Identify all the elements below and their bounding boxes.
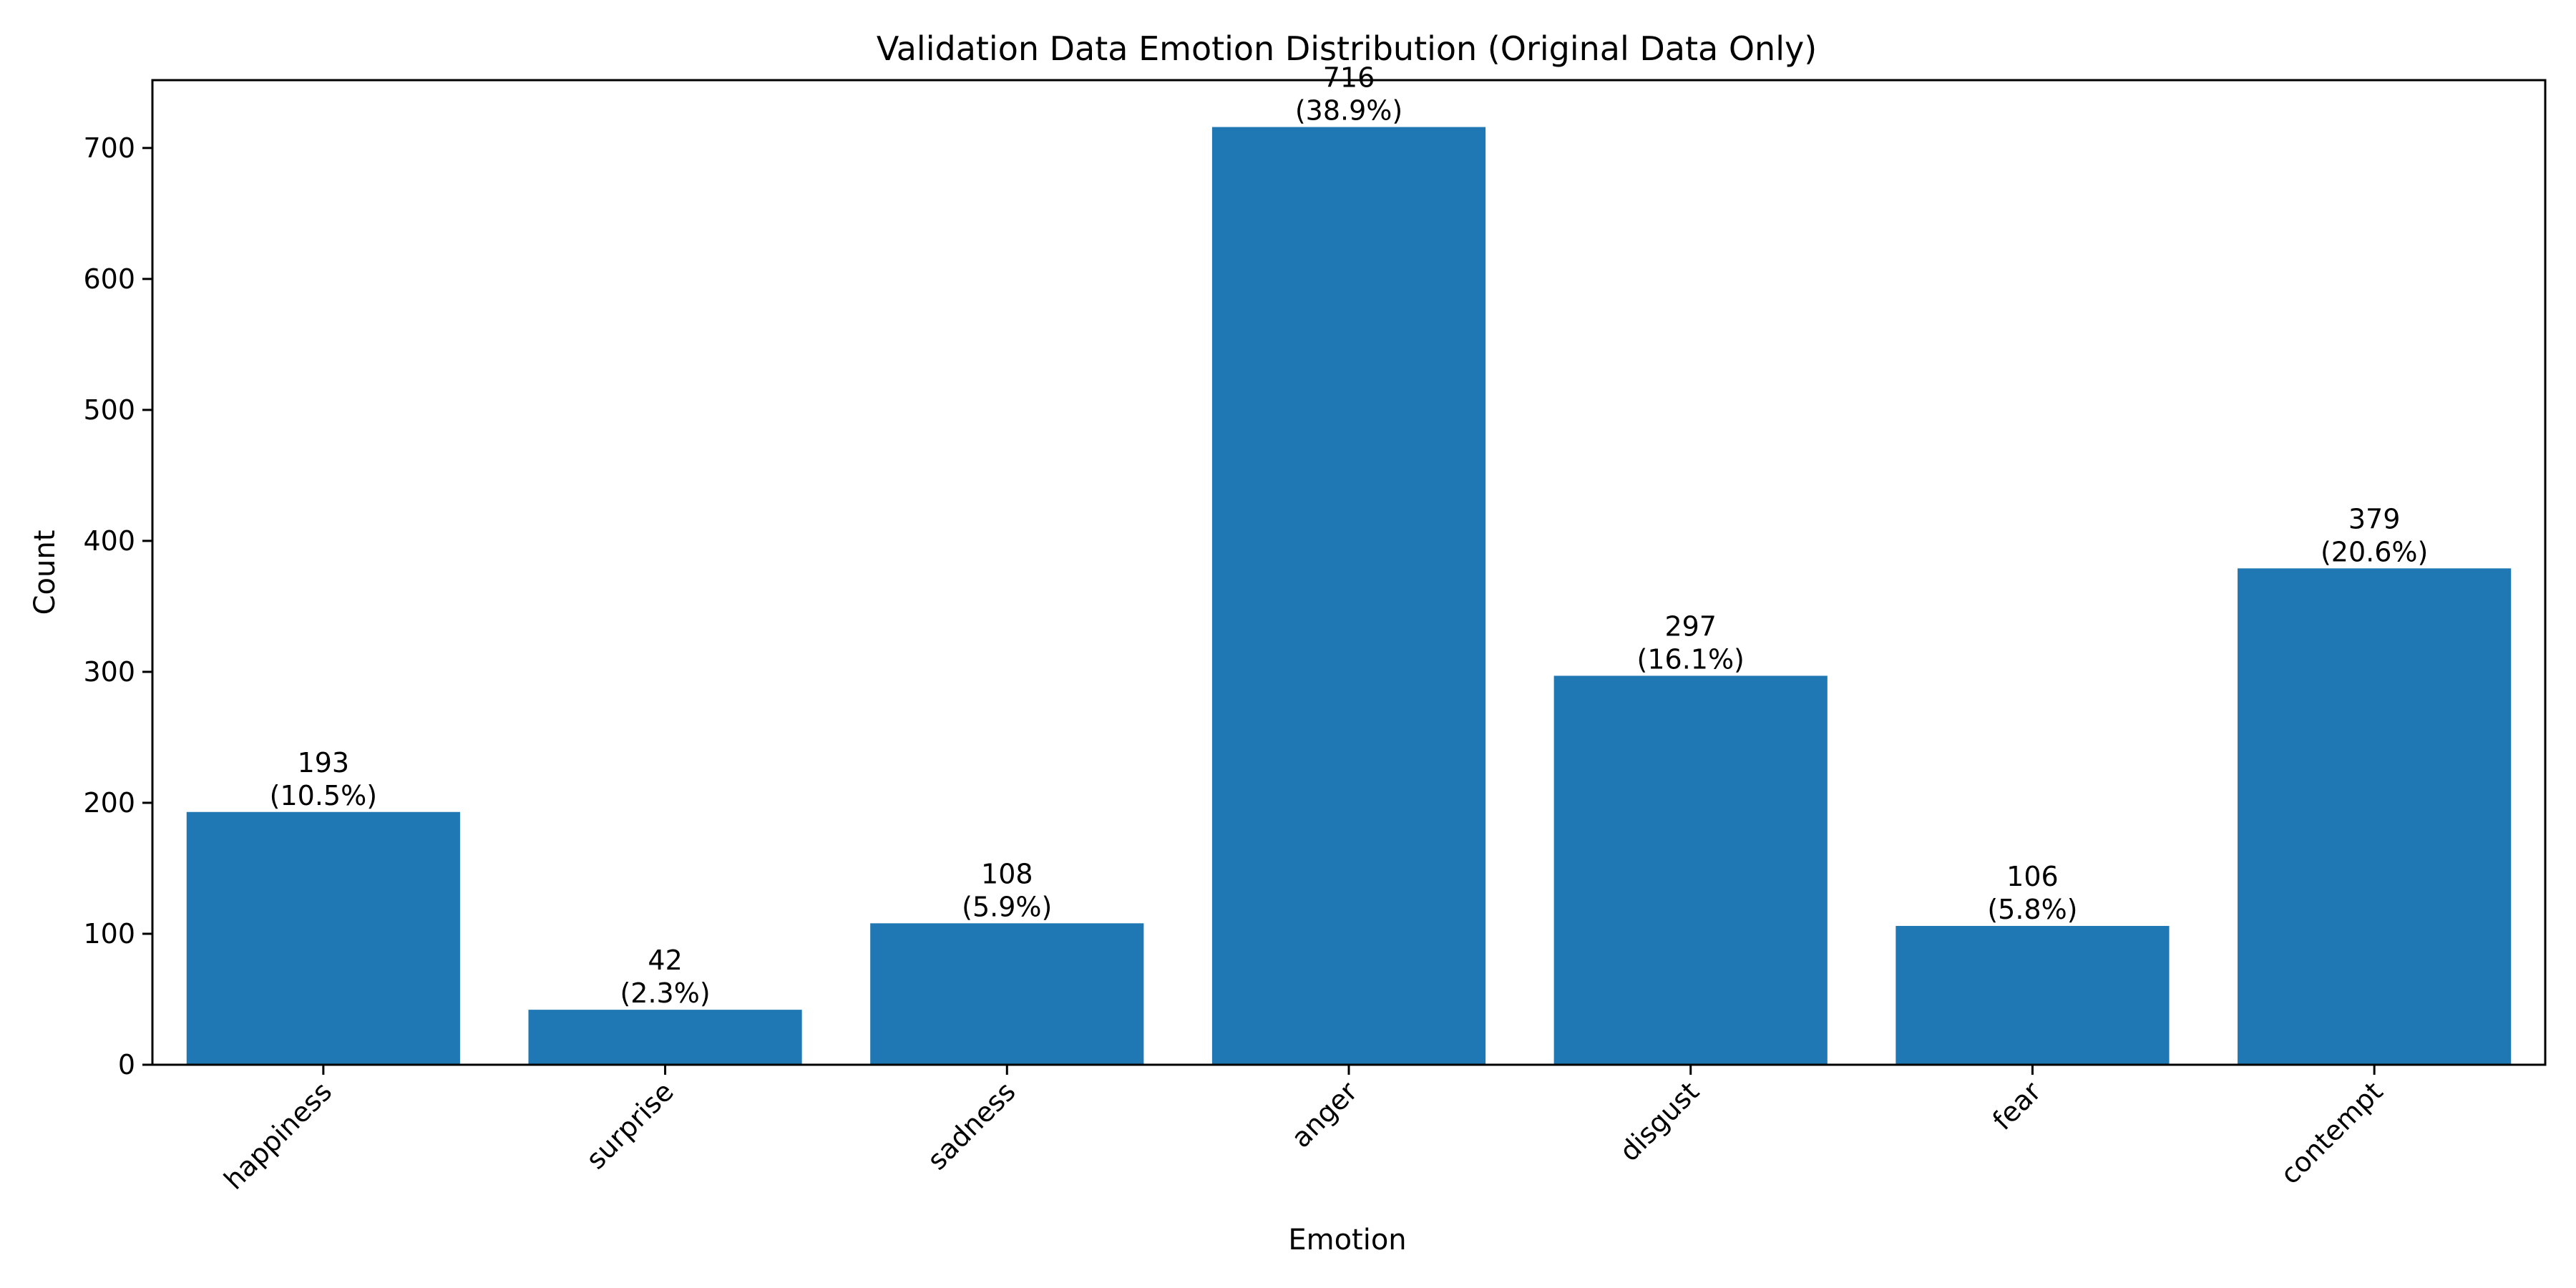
plot-area: 0 100 200 300 400 500 600 700 happiness 193(10.5%…: [83, 62, 2512, 1196]
x-axis-label: Emotion: [1288, 1224, 1406, 1257]
bar-sadness: [870, 923, 1144, 1065]
x-tick-label-contempt: contempt: [2274, 1075, 2389, 1190]
y-axis-label: Count: [29, 530, 62, 615]
data-label-count: 42: [648, 945, 682, 976]
data-label-count: 193: [298, 747, 350, 779]
bar-fear: [1896, 925, 2170, 1065]
x-tick-label-fear: fear: [1986, 1075, 2047, 1136]
bar-disgust: [1553, 675, 1828, 1065]
data-label-percent: (5.9%): [962, 891, 1052, 922]
x-tick-label-surprise: surprise: [580, 1075, 680, 1175]
plot-frame: [151, 79, 2547, 1066]
y-tick-label: 700: [83, 132, 135, 164]
y-tick-label: 500: [83, 394, 135, 426]
bar-surprise: [528, 1010, 802, 1065]
y-tick-label: 400: [83, 525, 135, 557]
x-tick-label-disgust: disgust: [1614, 1075, 1705, 1167]
x-tick-label-anger: anger: [1285, 1075, 1364, 1154]
bar-anger: [1211, 127, 1486, 1065]
data-label-percent: (38.9%): [1295, 95, 1402, 127]
bar-happiness: [186, 811, 460, 1065]
data-label-count: 108: [981, 858, 1033, 889]
data-label-percent: (16.1%): [1637, 643, 1745, 675]
y-tick-label: 300: [83, 656, 135, 688]
data-label-percent: (2.3%): [620, 977, 710, 1009]
y-tick-label: 0: [118, 1049, 135, 1080]
y-tick-label: 100: [83, 918, 135, 950]
data-label-count: 379: [2348, 503, 2401, 535]
data-label-count: 106: [2006, 861, 2059, 892]
data-label-percent: (10.5%): [270, 780, 377, 811]
data-label-count: 297: [1664, 610, 1717, 642]
chart-title: Validation Data Emotion Distribution (Or…: [877, 29, 1817, 68]
data-label-percent: (5.8%): [1987, 894, 2077, 925]
y-tick-label: 200: [83, 787, 135, 819]
x-tick-label-happiness: happiness: [218, 1075, 338, 1196]
bar-contempt: [2238, 568, 2512, 1065]
data-label-count: 716: [1323, 62, 1375, 94]
y-tick-label: 600: [83, 263, 135, 295]
x-tick-label-sadness: sadness: [921, 1075, 1021, 1176]
data-label-percent: (20.6%): [2321, 536, 2428, 567]
